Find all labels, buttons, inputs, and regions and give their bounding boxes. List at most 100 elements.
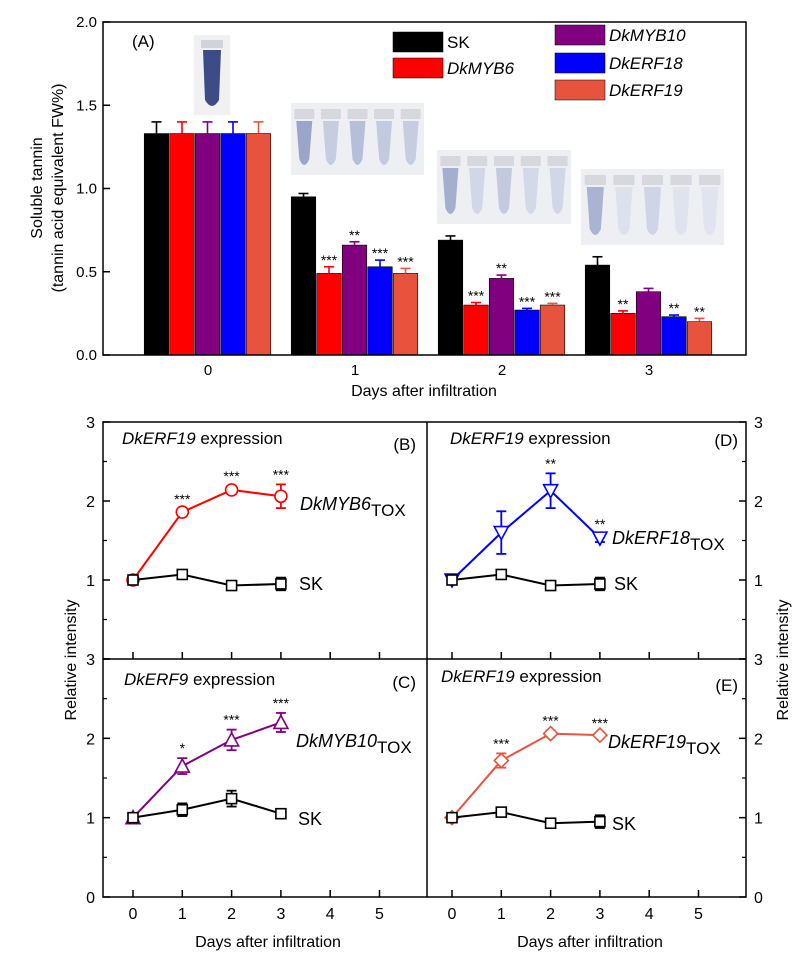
significance-label: *** (544, 288, 561, 304)
significance-label: *** (223, 712, 240, 728)
significance-label: *** (397, 253, 414, 269)
series-line (451, 732, 600, 819)
significance-label: *** (519, 293, 536, 309)
bar (290, 196, 317, 356)
series-label: SK (614, 574, 638, 594)
significance-label: *** (174, 491, 191, 507)
tube-photo-day0 (194, 35, 230, 115)
panel-a-xtick-label: 2 (498, 362, 506, 379)
xtick-label: 4 (326, 906, 335, 923)
significance-label: ** (618, 296, 629, 312)
data-point (495, 806, 508, 818)
significance-label: *** (372, 245, 389, 261)
series-label: DkERF18TOX (612, 528, 725, 554)
legend-swatch (554, 52, 606, 74)
ytick-label: 2 (754, 494, 763, 511)
data-point (127, 811, 139, 824)
series-line (451, 573, 600, 587)
tube-photo-day1 (291, 103, 424, 175)
series-label: SK (299, 574, 323, 594)
legend-swatch (554, 79, 606, 101)
significance-label: *** (542, 712, 559, 728)
ytick-label: 1 (754, 573, 763, 590)
bar (463, 304, 489, 356)
legend-label: SK (447, 33, 470, 52)
ytick-label: 2 (86, 494, 95, 511)
bar (143, 133, 170, 356)
data-point (594, 578, 606, 590)
data-point (591, 531, 609, 547)
significance-label: *** (468, 288, 485, 304)
panel-a-frame (102, 21, 747, 356)
left-xlabel: Days after infiltration (195, 934, 341, 951)
data-point (591, 727, 609, 744)
data-point (446, 811, 458, 824)
bar (316, 273, 342, 356)
panel-a-xlabel: Days after infiltration (351, 383, 497, 400)
bar (437, 239, 464, 356)
xtick-label: 2 (546, 906, 555, 923)
legend-label: DkMYB6 (447, 59, 515, 78)
panel-d: 1 2 3 DkERF19 expression (D) ** ** DkERF18TOX SK (443, 415, 763, 660)
bar (661, 316, 687, 356)
bar (584, 264, 611, 356)
data-point (492, 525, 510, 542)
significance-label: ** (594, 516, 605, 532)
data-point (544, 579, 557, 592)
series-line (451, 811, 600, 825)
bar (245, 133, 272, 356)
data-point (127, 574, 139, 586)
panel-a-xtick-label: 0 (204, 362, 212, 379)
legend-label: DkMYB10 (609, 26, 686, 45)
significance-label: ** (349, 227, 360, 243)
ytick-label: 2 (86, 731, 95, 748)
panel-title: DkERF19 expression (441, 667, 602, 686)
data-point (274, 489, 288, 504)
ytick-label: 0 (754, 890, 763, 907)
significance-label: ** (669, 300, 680, 316)
significance-label: ** (694, 303, 705, 319)
significance-label: *** (321, 252, 338, 268)
xtick-label: 1 (497, 906, 506, 923)
series-label: SK (298, 809, 322, 829)
bar (488, 278, 515, 356)
ytick-label: 1 (754, 811, 763, 828)
bar (539, 304, 566, 356)
series-line (132, 488, 282, 581)
significance-label: *** (493, 735, 510, 751)
data-point (272, 713, 290, 730)
series-line (132, 721, 282, 819)
bar (610, 313, 636, 356)
data-point (175, 505, 190, 519)
panel-label: (C) (392, 673, 416, 692)
data-point (544, 817, 557, 830)
bar (367, 266, 393, 356)
panel-a-label: (A) (132, 32, 155, 51)
ytick-label: 3 (754, 415, 763, 432)
ytick-label: 3 (86, 652, 95, 669)
series-line (451, 489, 601, 581)
panel-a: (A) Soluble tannin (tannin acid equivale… (29, 14, 747, 400)
panel-label: (B) (393, 435, 416, 454)
ytick-label: 2 (754, 731, 763, 748)
data-point (275, 578, 287, 590)
bar (220, 133, 246, 356)
data-point (225, 792, 238, 805)
legend-swatch (554, 24, 606, 46)
data-point (542, 483, 559, 500)
panel-a-ylabel-line2: (tannin acid equivalent FW%) (50, 84, 67, 293)
series-label: DkMYB6TOX (300, 494, 406, 520)
data-point (275, 807, 287, 820)
series-label: DkERF19TOX (608, 732, 721, 758)
legend-label: DkERF18 (609, 54, 683, 73)
xtick-label: 0 (129, 906, 138, 923)
bar (686, 321, 713, 356)
panel-title: DkERF19 expression (122, 429, 283, 448)
data-point (224, 483, 239, 497)
legend-swatch (392, 57, 444, 79)
xtick-label: 5 (694, 906, 703, 923)
ytick-label: 1 (86, 573, 95, 590)
significance-label: *** (273, 466, 290, 482)
significance-label: *** (223, 468, 240, 484)
